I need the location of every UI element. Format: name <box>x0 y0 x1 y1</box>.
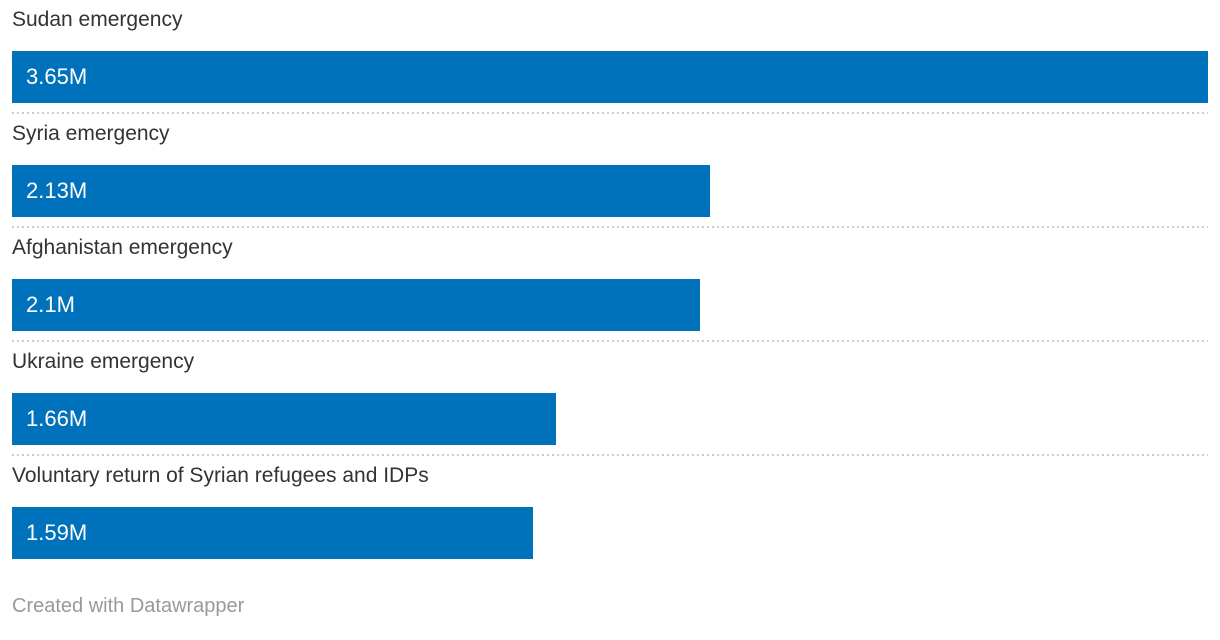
row-divider <box>12 454 1208 456</box>
row-divider <box>12 226 1208 228</box>
bar-row: Afghanistan emergency 2.1M <box>12 228 1208 342</box>
bar-row: Sudan emergency 3.65M <box>12 0 1208 114</box>
bar-value-label: 1.66M <box>26 406 88 431</box>
bar[interactable]: 2.13M <box>12 165 710 217</box>
row-divider <box>12 112 1208 114</box>
category-label: Syria emergency <box>12 122 170 145</box>
bar-value-label: 3.65M <box>26 64 88 89</box>
bar-row: Voluntary return of Syrian refugees and … <box>12 456 1208 559</box>
bar-chart-rows: Sudan emergency 3.65M Syria emergency 2.… <box>12 0 1208 559</box>
bar-value-label: 2.1M <box>26 292 75 317</box>
category-label: Ukraine emergency <box>12 350 195 373</box>
bar[interactable]: 3.65M <box>12 51 1208 103</box>
category-label: Voluntary return of Syrian refugees and … <box>12 464 429 487</box>
row-divider <box>12 340 1208 342</box>
category-label: Sudan emergency <box>12 8 183 31</box>
bar-row: Ukraine emergency 1.66M <box>12 342 1208 456</box>
bar-row: Syria emergency 2.13M <box>12 114 1208 228</box>
bar-value-label: 1.59M <box>26 520 88 545</box>
category-label: Afghanistan emergency <box>12 236 233 259</box>
bar[interactable]: 2.1M <box>12 279 701 331</box>
bar[interactable]: 1.59M <box>12 507 533 559</box>
chart-footer: Created with Datawrapper <box>12 593 1208 619</box>
bar[interactable]: 1.66M <box>12 393 556 445</box>
datawrapper-attribution-link[interactable]: Created with Datawrapper <box>12 595 245 617</box>
bar-value-label: 2.13M <box>26 178 88 203</box>
